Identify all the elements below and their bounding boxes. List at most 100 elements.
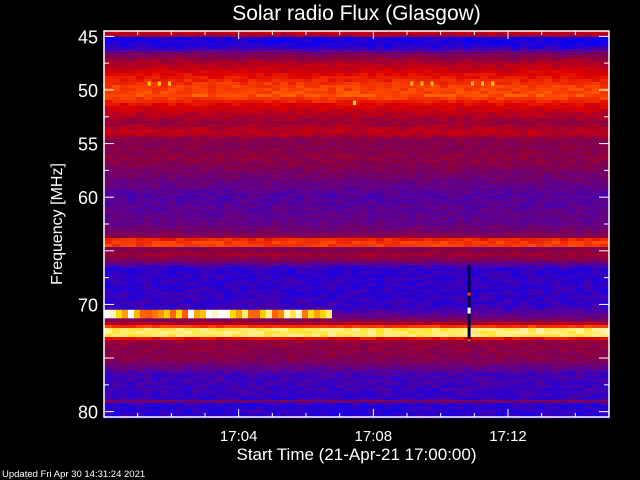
heatmap-cell xyxy=(528,229,537,233)
heatmap-cell xyxy=(432,175,441,179)
heatmap-cell xyxy=(288,220,297,224)
heatmap-cell xyxy=(472,109,481,113)
heatmap-cell xyxy=(432,142,441,146)
heatmap-cell xyxy=(320,220,329,224)
heatmap-cell xyxy=(152,88,161,92)
heatmap-cell xyxy=(456,163,465,167)
heatmap-cell xyxy=(176,253,185,257)
heatmap-cell xyxy=(280,100,289,104)
heatmap-cell xyxy=(416,178,425,182)
heatmap-cell xyxy=(168,34,177,38)
heatmap-cell xyxy=(104,253,113,257)
heatmap-cell xyxy=(424,112,433,116)
heatmap-cell xyxy=(360,145,369,149)
heatmap-cell xyxy=(224,91,233,95)
heatmap-cell xyxy=(168,79,177,83)
heatmap-cell xyxy=(352,88,361,92)
heatmap-cell xyxy=(352,232,361,236)
heatmap-cell xyxy=(288,61,297,65)
heatmap-cell xyxy=(320,82,329,86)
heatmap-cell xyxy=(320,244,329,248)
heatmap-cell xyxy=(304,148,313,152)
heatmap-cell xyxy=(400,151,409,155)
heatmap-cell xyxy=(496,49,505,53)
heatmap-cell xyxy=(560,100,569,104)
heatmap-cell xyxy=(360,151,369,155)
heatmap-cell xyxy=(512,112,521,116)
heatmap-cell xyxy=(168,175,177,179)
heatmap-cell xyxy=(176,127,185,131)
heatmap-cell xyxy=(264,100,273,104)
heatmap-cell xyxy=(576,172,585,176)
heatmap-cell xyxy=(592,226,601,230)
heatmap-cell xyxy=(280,229,289,233)
heatmap-cell xyxy=(448,250,457,254)
heatmap-cell xyxy=(544,160,553,164)
heatmap-cell xyxy=(520,259,529,263)
heatmap-cell xyxy=(384,127,393,131)
heatmap-cell xyxy=(312,103,321,107)
heatmap-cell xyxy=(120,55,129,59)
heatmap-cell xyxy=(328,154,337,158)
heatmap-cell xyxy=(584,232,593,236)
heatmap-cell xyxy=(160,187,169,191)
heatmap-cell xyxy=(480,247,489,251)
heatmap-cell xyxy=(200,211,209,215)
heatmap-cell xyxy=(344,256,353,260)
heatmap-cell xyxy=(296,109,305,113)
heatmap-cell xyxy=(112,139,121,143)
heatmap-cell xyxy=(552,109,561,113)
heatmap-cell xyxy=(384,226,393,230)
heatmap-cell xyxy=(344,190,353,194)
heatmap-cell xyxy=(408,121,417,125)
heatmap-cell xyxy=(160,121,169,125)
heatmap-cell xyxy=(264,49,273,53)
heatmap-cell xyxy=(184,52,193,56)
heatmap-cell xyxy=(408,208,417,212)
heatmap-cell xyxy=(272,163,281,167)
heatmap-cell xyxy=(240,55,249,59)
heatmap-cell xyxy=(336,232,345,236)
heatmap-cell xyxy=(248,205,257,209)
heatmap-cell xyxy=(128,256,137,260)
heatmap-cell xyxy=(176,34,185,38)
heatmap-cell xyxy=(104,205,113,209)
heatmap-cell xyxy=(520,31,529,35)
heatmap-cell xyxy=(432,70,441,74)
heatmap-cell xyxy=(144,187,153,191)
heatmap-cell xyxy=(248,220,257,224)
heatmap-cell xyxy=(584,193,593,197)
heatmap-cell xyxy=(600,37,609,41)
heatmap-cell xyxy=(320,232,329,236)
heatmap-cell xyxy=(136,79,145,83)
heatmap-cell xyxy=(496,205,505,209)
heatmap-cell xyxy=(240,130,249,134)
heatmap-cell xyxy=(576,85,585,89)
heatmap-cell xyxy=(320,184,329,188)
heatmap-cell xyxy=(512,91,521,95)
heatmap-cell xyxy=(328,139,337,143)
heatmap-cell xyxy=(480,169,489,173)
heatmap-cell xyxy=(440,94,449,98)
heatmap-cell xyxy=(392,40,401,44)
heatmap-cell xyxy=(440,169,449,173)
heatmap-cell xyxy=(128,265,137,269)
heatmap-cell xyxy=(304,202,313,206)
heatmap-cell xyxy=(352,142,361,146)
heatmap-cell xyxy=(272,103,281,107)
heatmap-cell xyxy=(104,82,113,86)
heatmap-cell xyxy=(488,190,497,194)
heatmap-cell xyxy=(312,151,321,155)
heatmap-cell xyxy=(512,139,521,143)
heatmap-cell xyxy=(560,121,569,125)
heatmap-cell xyxy=(376,34,385,38)
heatmap-cell xyxy=(224,124,233,128)
heatmap-cell xyxy=(488,43,497,47)
heatmap-cell xyxy=(144,175,153,179)
heatmap-cell xyxy=(280,37,289,41)
heatmap-cell xyxy=(136,190,145,194)
heatmap-cell xyxy=(168,148,177,152)
heatmap-cell xyxy=(216,61,225,65)
heatmap-cell xyxy=(440,61,449,65)
heatmap-cell xyxy=(536,43,545,47)
